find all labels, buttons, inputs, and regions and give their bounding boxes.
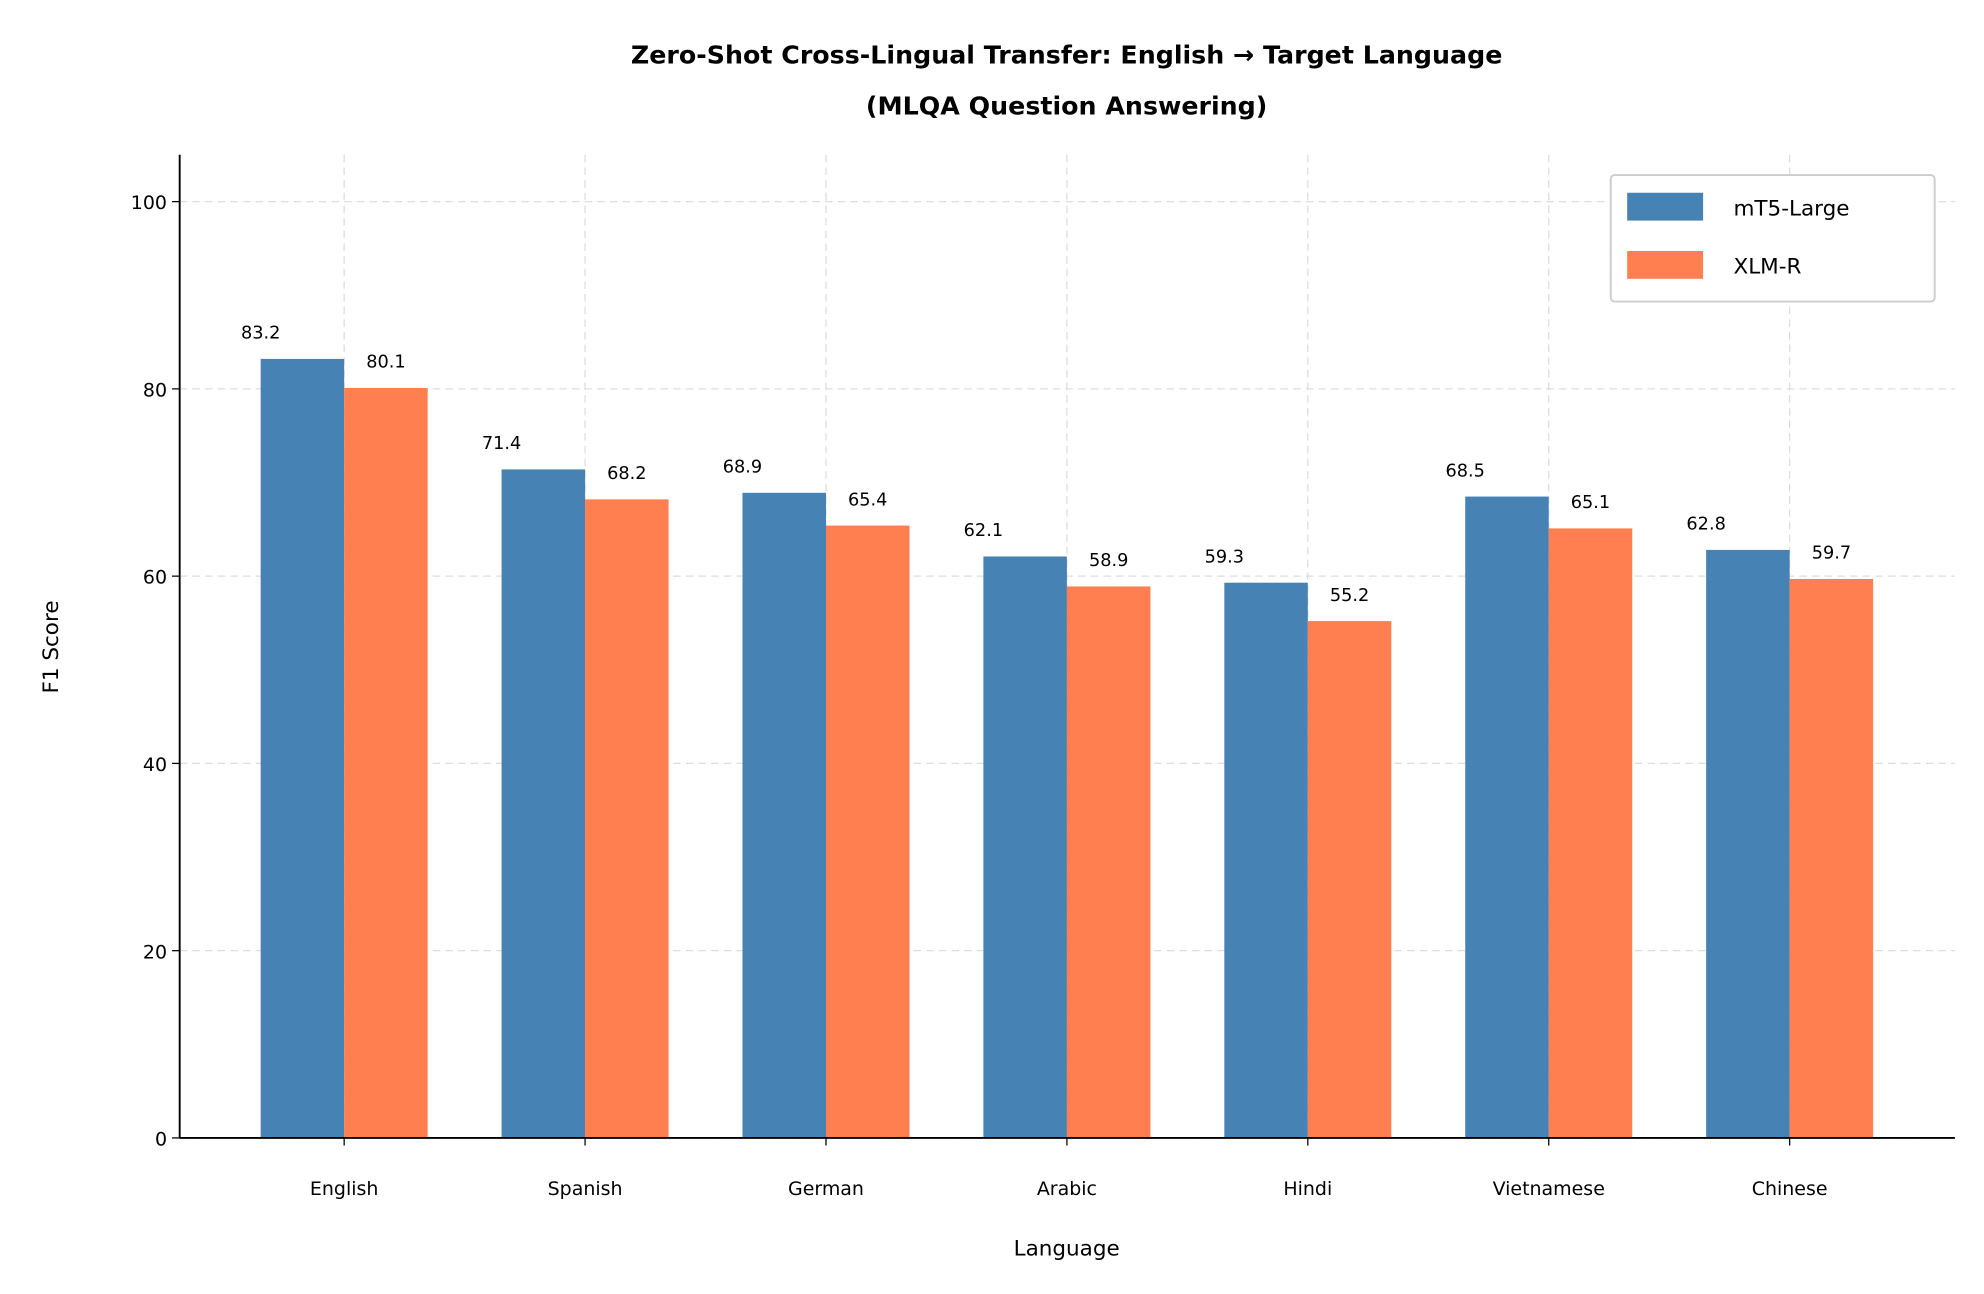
y-tick-label: 40 <box>143 754 167 776</box>
y-tick-label: 0 <box>155 1129 167 1151</box>
bar-xlm-r-arabic <box>1066 586 1151 1138</box>
bar-xlm-r-hindi <box>1307 621 1392 1138</box>
x-axis-label: Language <box>1014 1237 1120 1262</box>
data-label: 55.2 <box>1330 586 1369 606</box>
y-tick-label: 80 <box>143 379 167 401</box>
bar-xlm-r-english <box>344 387 428 1138</box>
data-label: 65.4 <box>848 490 887 510</box>
bar-xlm-r-vietnamese <box>1548 528 1633 1138</box>
data-label: 83.2 <box>241 324 280 344</box>
data-label: 59.7 <box>1812 544 1851 564</box>
bar-mt5-large-chinese <box>1706 549 1790 1138</box>
bar-mt5-large-english <box>260 358 345 1138</box>
data-label: 65.1 <box>1571 493 1610 513</box>
data-label: 68.9 <box>723 458 762 478</box>
legend-swatch-mt5-large <box>1627 192 1704 221</box>
bar-mt5-large-german <box>742 492 826 1138</box>
data-label: 80.1 <box>366 353 405 373</box>
bar-xlm-r-spanish <box>585 499 669 1138</box>
x-tick-label: Hindi <box>1283 1178 1332 1200</box>
x-tick-label: English <box>310 1178 379 1200</box>
legend-label-mt5-large: mT5-Large <box>1733 197 1849 222</box>
data-label: 71.4 <box>482 434 521 454</box>
legend: mT5-Large XLM-R <box>1609 174 1936 303</box>
data-label: 58.9 <box>1089 551 1128 571</box>
x-tick-label: German <box>788 1178 864 1200</box>
y-tick-label: 100 <box>131 192 167 214</box>
bar-mt5-large-hindi <box>1224 582 1308 1138</box>
bar-mt5-large-spanish <box>501 469 586 1138</box>
x-tick-label: Chinese <box>1752 1178 1828 1200</box>
bar-xlm-r-german <box>825 525 910 1138</box>
legend-swatch-xlm-r <box>1627 250 1704 279</box>
x-tick-label: Vietnamese <box>1493 1178 1605 1200</box>
data-label: 62.8 <box>1686 515 1725 535</box>
chart-title: Zero-Shot Cross-Lingual Transfer: Englis… <box>631 41 1502 70</box>
ticks: 0 20 40 60 80 100 English Spanish German Arabic Hi… <box>131 192 1828 1200</box>
data-label: 68.5 <box>1446 461 1485 481</box>
x-tick-label: Arabic <box>1037 1178 1097 1200</box>
data-label: 59.3 <box>1205 547 1244 567</box>
y-tick-label: 20 <box>143 941 167 963</box>
bar-xlm-r-chinese <box>1789 578 1874 1138</box>
data-label: 68.2 <box>607 464 646 484</box>
chart-subtitle: (MLQA Question Answering) <box>866 91 1267 120</box>
data-label: 62.1 <box>964 521 1003 541</box>
bar-mt5-large-arabic <box>983 556 1067 1138</box>
bars: 83.2 71.4 68.9 62.1 59.3 68.5 62.8 80.1 68.2 65.4… <box>241 324 1874 1138</box>
x-tick-label: Spanish <box>548 1178 623 1200</box>
legend-label-xlm-r: XLM-R <box>1733 255 1801 280</box>
y-tick-label: 60 <box>143 567 167 589</box>
y-axis-label: F1 Score <box>39 600 64 693</box>
bar-mt5-large-vietnamese <box>1465 496 1549 1138</box>
